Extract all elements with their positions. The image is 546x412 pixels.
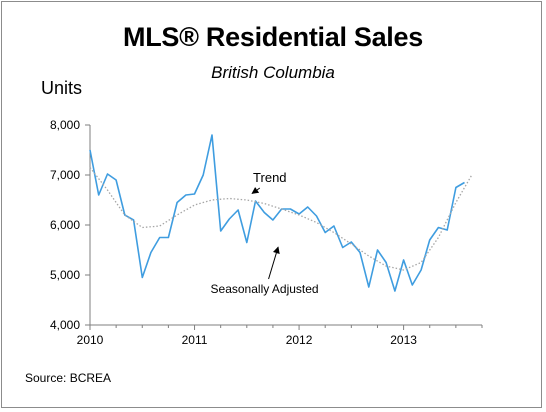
y-tick-label: 7,000 [50, 168, 80, 182]
y-tick-label: 8,000 [50, 118, 80, 132]
annotation-label: Seasonally Adjusted [211, 282, 319, 296]
annotation-arrow [268, 246, 280, 280]
chart-subtitle: British Columbia [211, 63, 335, 82]
x-tick-label: 2010 [77, 333, 104, 347]
source-note: Source: BCREA [25, 371, 112, 385]
y-tick-label: 6,000 [50, 218, 80, 232]
chart-title: MLS® Residential Sales [123, 22, 423, 52]
x-tick-label: 2013 [390, 333, 417, 347]
x-tick-label: 2011 [182, 333, 208, 347]
series-line-trend [89, 167, 473, 271]
y-tick-label: 4,000 [50, 318, 80, 332]
x-tick-label: 2012 [286, 333, 313, 347]
y-axis-unit-label: Units [41, 78, 83, 98]
y-tick-label: 5,000 [50, 268, 80, 282]
annotation-label: Trend [253, 170, 286, 185]
series-line-seasonally-adjusted [89, 134, 465, 292]
annotation-arrow [251, 187, 261, 194]
